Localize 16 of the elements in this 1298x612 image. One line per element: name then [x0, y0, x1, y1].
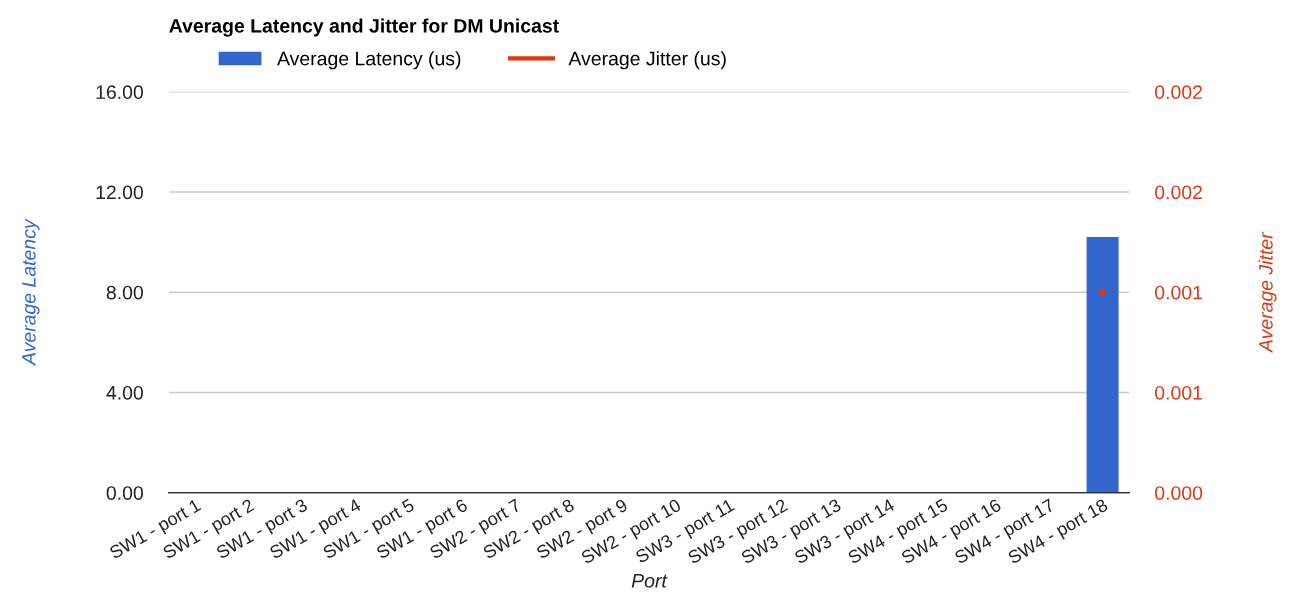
x-axis-title: Port: [631, 574, 668, 588]
y-tick-label: 8.00: [106, 285, 143, 300]
y-tick-label: 4.00: [106, 385, 143, 400]
y2-tick-label: 0.000: [1155, 486, 1203, 500]
legend-label: Average Jitter (us): [568, 51, 726, 70]
chart-title: Average Latency and Jitter for DM Unicast: [169, 18, 559, 37]
y-axis-title: Average Latency: [22, 218, 40, 366]
y-tick-label: 16.00: [96, 85, 143, 100]
y2-tick-label: 0.001: [1155, 285, 1202, 300]
y2-tick-label: 0.001: [1155, 385, 1202, 400]
y2-axis-title: Average Jitter: [1258, 231, 1277, 353]
y-tick-label: 12.00: [96, 185, 143, 200]
legend-label: Average Latency (us): [277, 51, 461, 70]
y2-tick-label: 0.002: [1155, 185, 1202, 200]
y2-tick-label: 0.002: [1155, 85, 1202, 100]
y-tick-label: 0.00: [106, 486, 143, 500]
